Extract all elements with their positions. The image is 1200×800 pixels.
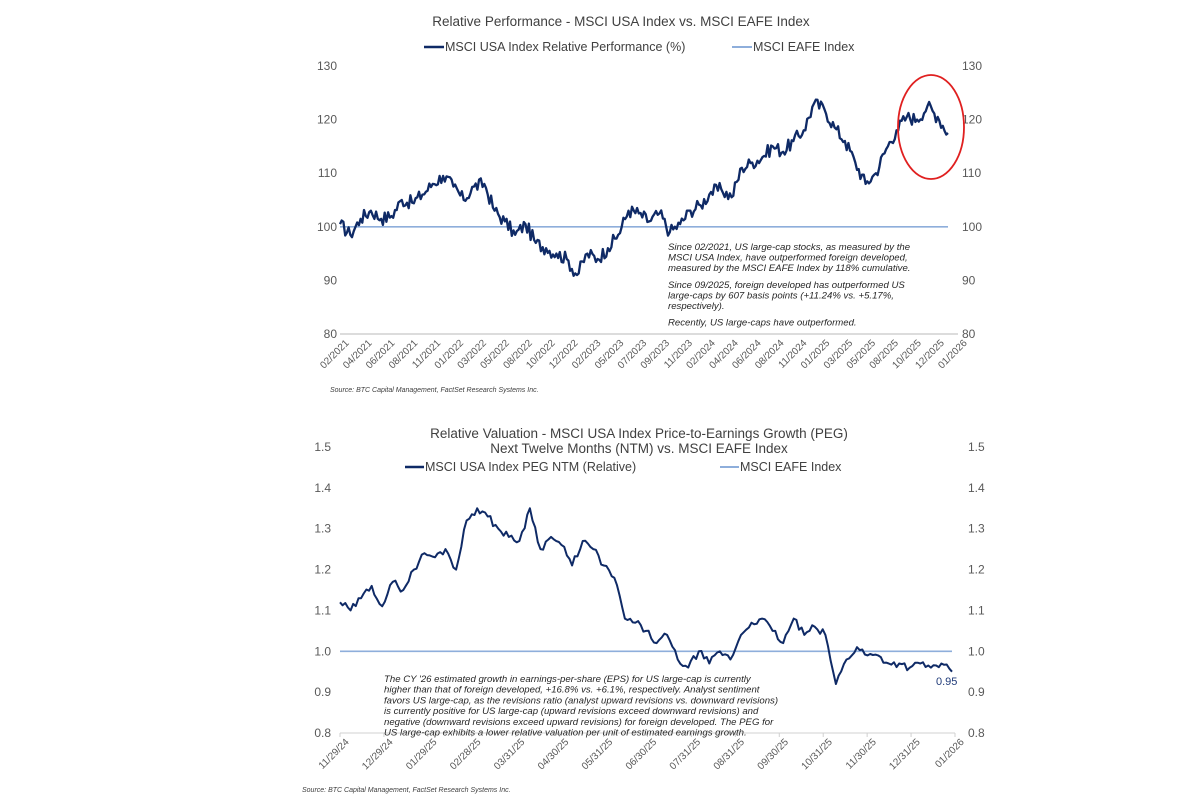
chart1-annotation-line: measured by the MSCI EAFE Index by 118% … xyxy=(668,263,910,274)
x-tick-label: 09/30/25 xyxy=(756,737,792,773)
y-tick-label-right: 1.5 xyxy=(968,440,985,454)
chart-relative-performance: Relative Performance - MSCI USA Index vs… xyxy=(317,14,982,394)
chart2-series xyxy=(339,507,953,685)
chart1-annotation-line: Since 02/2021, US large-cap stocks, as m… xyxy=(668,242,910,253)
y-tick-label-right: 130 xyxy=(962,59,982,73)
chart2-end-value-label: 0.95 xyxy=(936,676,957,688)
chart1-source: Source: BTC Capital Management, FactSet … xyxy=(330,387,539,394)
chart2-y-axis-right: 1.5 1.4 1.3 1.2 1.1 1.0 0.9 0.8 xyxy=(968,440,985,740)
y-tick-label-right: 1.4 xyxy=(968,481,985,495)
chart2-annotation-line: higher than that of foreign developed, +… xyxy=(384,685,760,696)
chart2-x-axis: 11/29/24 12/29/24 01/29/25 02/28/25 03/31/25… xyxy=(317,733,967,772)
chart2-subtitle: Next Twelve Months (NTM) vs. MSCI EAFE I… xyxy=(490,441,788,456)
x-tick-label: 10/31/25 xyxy=(800,737,836,773)
y-tick-label-right: 110 xyxy=(962,166,981,180)
y-tick-label-left: 1.3 xyxy=(314,522,331,536)
y-tick-label-left: 1.0 xyxy=(314,644,331,658)
chart2-legend: MSCI USA Index PEG NTM (Relative) MSCI E… xyxy=(405,460,842,474)
chart1-y-axis-right: 130 120 110 100 90 80 xyxy=(962,59,982,341)
chart1-legend-label-eafe: MSCI EAFE Index xyxy=(753,40,855,54)
chart-relative-valuation: Relative Valuation - MSCI USA Index Pric… xyxy=(302,426,985,794)
chart1-series xyxy=(338,98,949,277)
chart1-annotation: Since 02/2021, US large-cap stocks, as m… xyxy=(668,242,910,329)
chart2-annotation-line: US large-cap exhibits a lower relative v… xyxy=(384,728,747,739)
y-tick-label-left: 90 xyxy=(324,273,338,287)
y-tick-label-right: 90 xyxy=(962,273,976,287)
y-tick-label-right: 0.9 xyxy=(968,685,985,699)
chart2-annotation-line: The CY '26 estimated growth in earnings-… xyxy=(384,674,752,685)
chart1-annotation-line: Since 09/2025, foreign developed has out… xyxy=(668,280,905,291)
series-line-usa xyxy=(339,507,953,685)
x-tick-label: 11/29/24 xyxy=(317,737,352,772)
chart2-legend-label-eafe: MSCI EAFE Index xyxy=(740,460,842,474)
y-tick-label-left: 130 xyxy=(317,59,337,73)
x-tick-label: 02/28/25 xyxy=(448,737,484,773)
chart2-legend-label-usa: MSCI USA Index PEG NTM (Relative) xyxy=(425,460,636,474)
chart1-title: Relative Performance - MSCI USA Index vs… xyxy=(432,14,810,29)
y-tick-label-right: 1.3 xyxy=(968,522,985,536)
y-tick-label-right: 100 xyxy=(962,220,982,234)
x-tick-label: 08/31/25 xyxy=(712,737,748,773)
y-tick-label-right: 0.8 xyxy=(968,726,985,740)
chart2-annotation-line: is currently positive for US large-cap (… xyxy=(384,706,759,717)
y-tick-label-left: 80 xyxy=(324,327,338,341)
y-tick-label-left: 1.1 xyxy=(314,603,331,617)
x-tick-label: 12/31/25 xyxy=(887,737,923,773)
x-tick-label: 03/31/25 xyxy=(492,737,528,773)
x-tick-label: 12/29/24 xyxy=(360,737,396,773)
y-tick-label-right: 120 xyxy=(962,113,982,127)
chart2-annotation: The CY '26 estimated growth in earnings-… xyxy=(384,674,778,739)
y-tick-label-left: 1.4 xyxy=(314,481,331,495)
chart2-y-axis-left: 1.5 1.4 1.3 1.2 1.1 1.0 0.9 0.8 xyxy=(314,440,331,740)
y-tick-label-right: 1.0 xyxy=(968,644,985,658)
x-tick-label: 04/30/25 xyxy=(536,737,572,773)
y-tick-label-right: 1.2 xyxy=(968,563,985,577)
x-tick-label: 05/31/25 xyxy=(580,737,616,773)
x-tick-label: 11/30/25 xyxy=(844,737,879,772)
series-line-usa xyxy=(338,98,949,277)
chart1-annotation-line: MSCI USA Index, have outperformed foreig… xyxy=(668,253,908,264)
chart1-legend-label-usa: MSCI USA Index Relative Performance (%) xyxy=(445,40,685,54)
chart2-annotation-line: negative (downward revisions exceed upwa… xyxy=(384,717,774,728)
x-tick-label: 07/31/25 xyxy=(668,737,704,773)
y-tick-label-left: 120 xyxy=(317,113,337,127)
x-tick-label: 06/30/25 xyxy=(624,737,660,773)
chart1-highlight-ellipse xyxy=(897,74,965,180)
chart1-x-axis: 02/202104/202106/202108/202111/202101/20… xyxy=(318,338,970,372)
y-tick-label-right: 80 xyxy=(962,327,976,341)
y-tick-label-left: 1.5 xyxy=(314,440,331,454)
chart1-legend: MSCI USA Index Relative Performance (%) … xyxy=(424,40,855,54)
y-tick-label-right: 1.1 xyxy=(968,603,985,617)
chart1-annotation-line: large-caps by 607 basis points (+11.24% … xyxy=(668,290,894,301)
y-tick-label-left: 0.8 xyxy=(314,726,331,740)
y-tick-label-left: 1.2 xyxy=(314,563,331,577)
y-tick-label-left: 110 xyxy=(318,166,337,180)
y-tick-label-left: 0.9 xyxy=(314,685,331,699)
chart1-annotation-line: Recently, US large-caps have outperforme… xyxy=(668,318,857,329)
x-tick-label: 01/2026 xyxy=(933,737,967,771)
x-tick-label: 01/29/25 xyxy=(404,737,440,773)
chart2-title: Relative Valuation - MSCI USA Index Pric… xyxy=(430,426,848,441)
y-tick-label-left: 100 xyxy=(317,220,337,234)
chart1-annotation-line: respectively). xyxy=(668,301,725,312)
chart2-annotation-line: favors US large-cap, as the revisions ra… xyxy=(384,695,778,706)
chart1-y-axis-left: 130 120 110 100 90 80 xyxy=(317,59,337,341)
chart2-source: Source: BTC Capital Management, FactSet … xyxy=(302,787,511,794)
